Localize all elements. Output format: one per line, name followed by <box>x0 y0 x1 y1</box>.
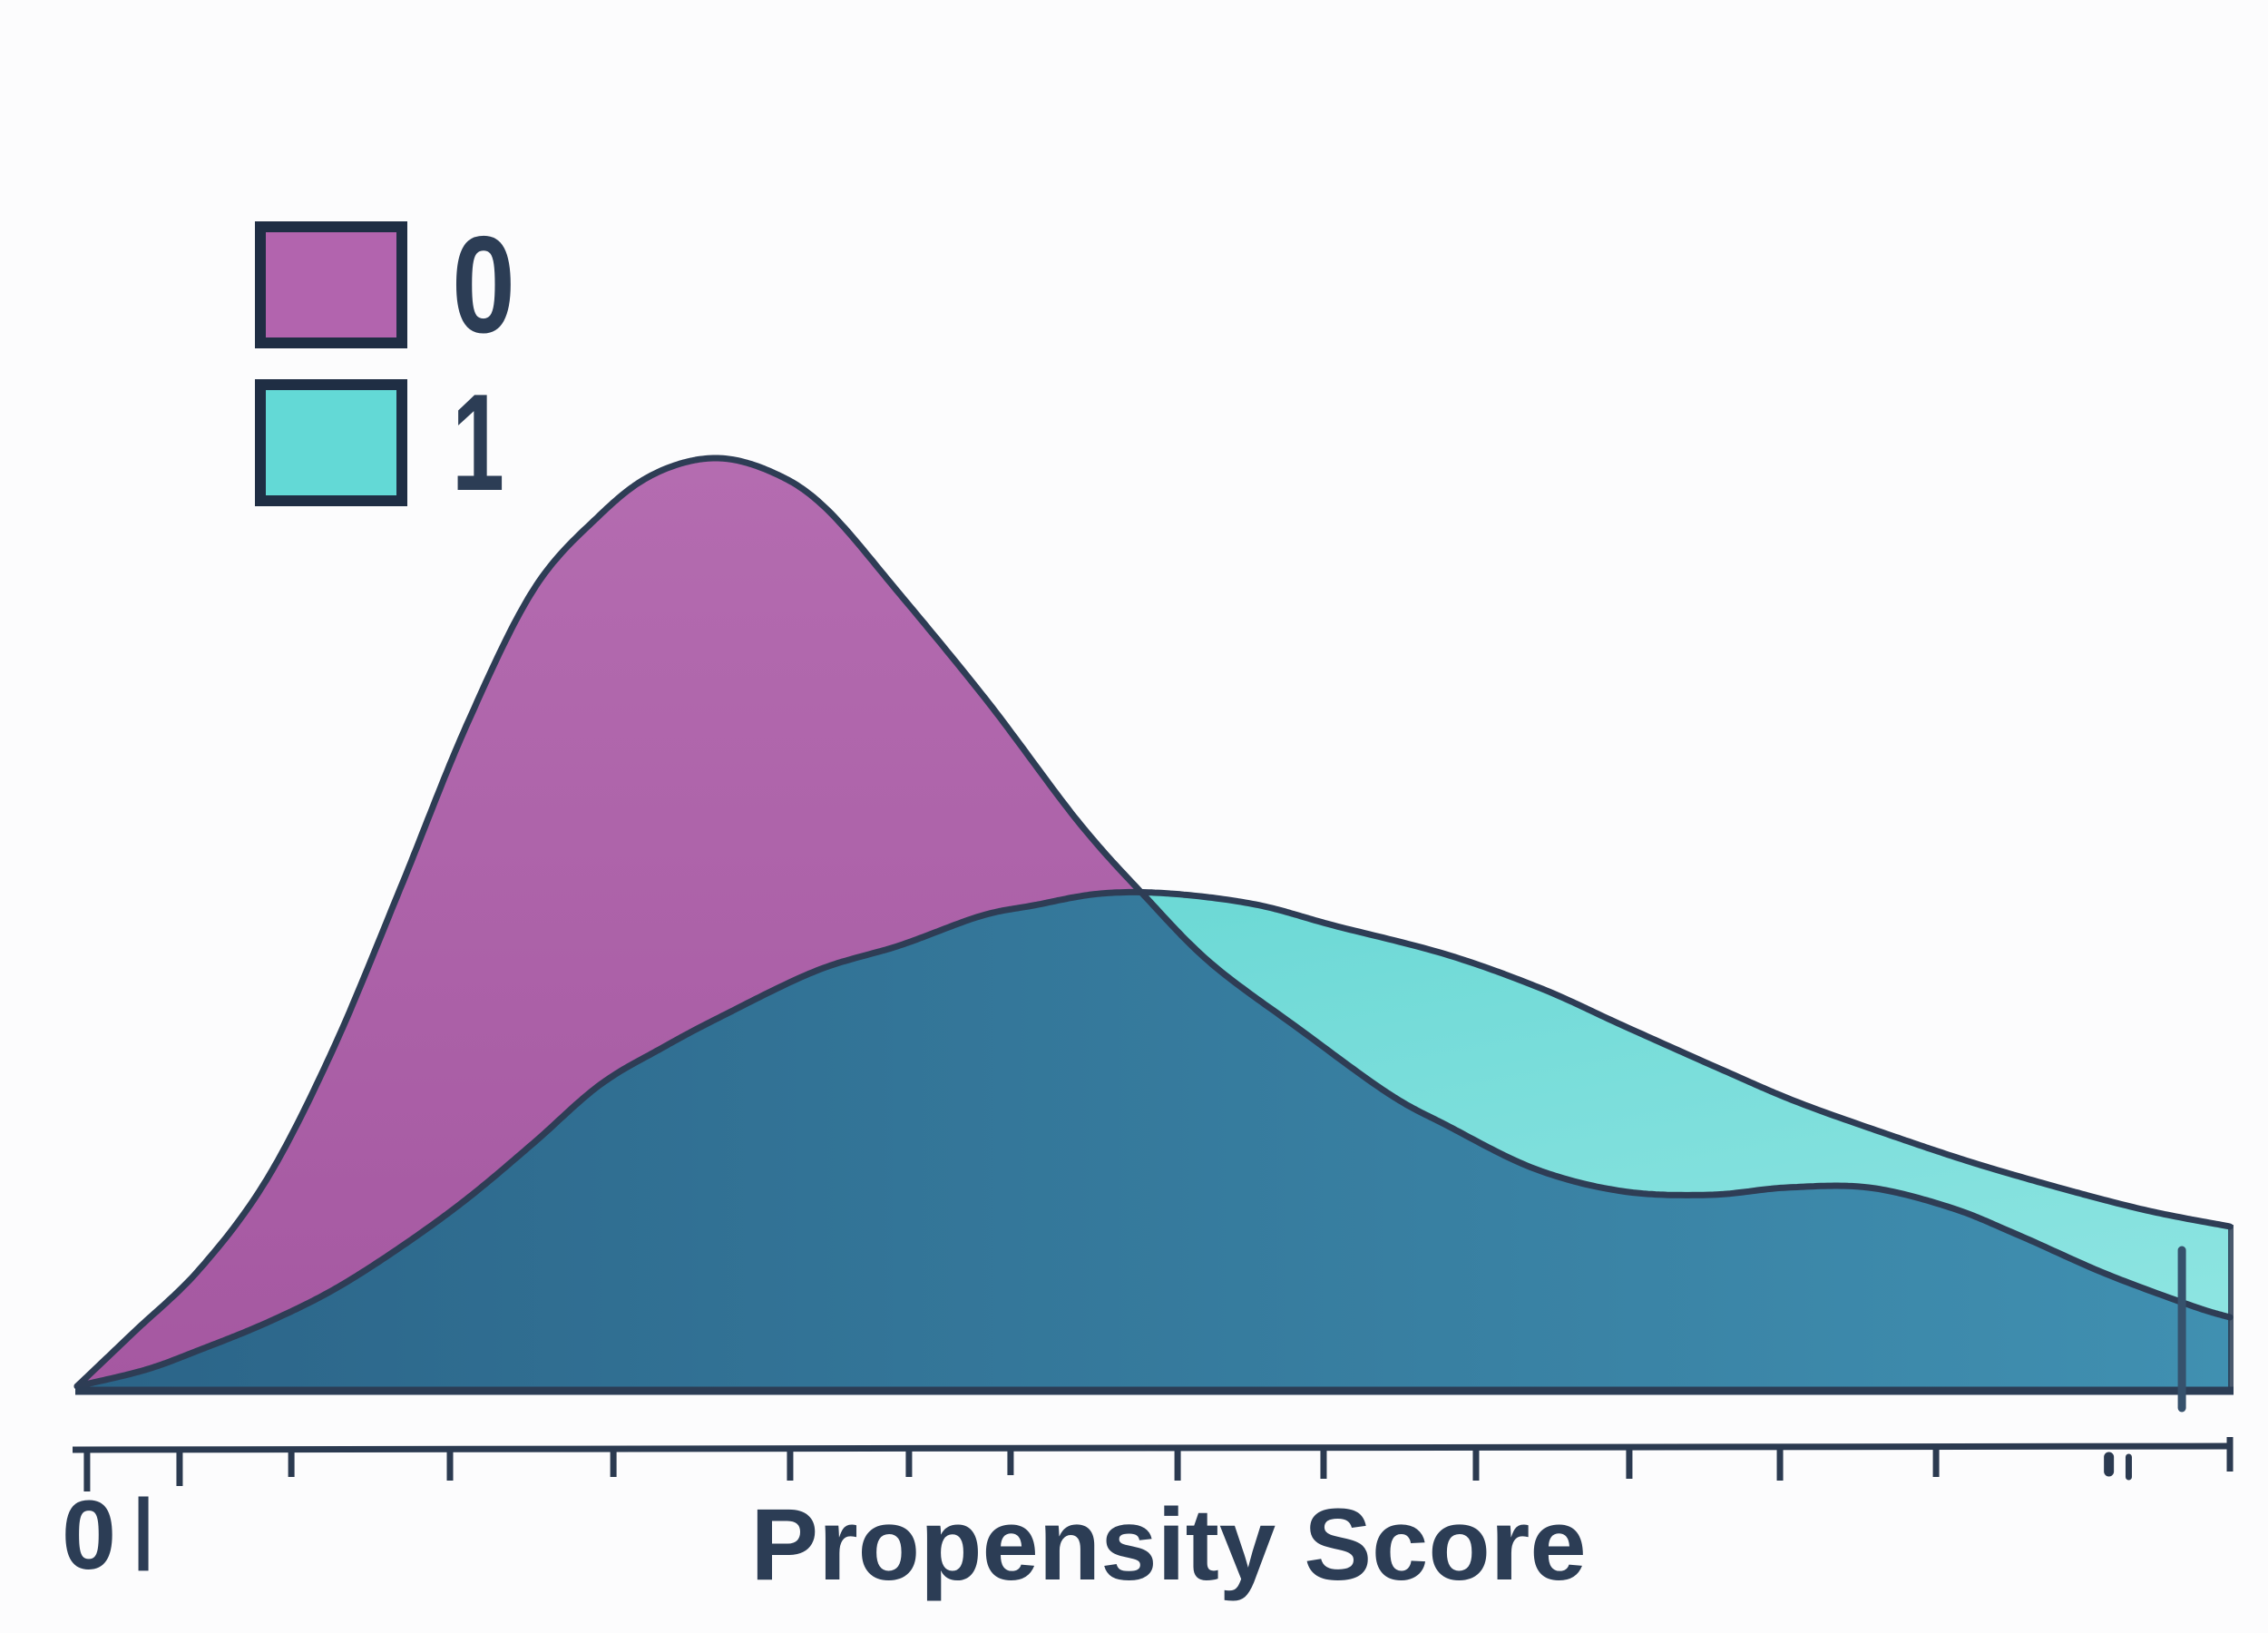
density-areas <box>77 458 2230 1391</box>
legend-swatch-group-1 <box>255 379 407 506</box>
legend-label-group-1: 1 <box>452 366 504 520</box>
x-axis-title: Propensity Score <box>750 1488 1586 1601</box>
x-tick-label-zero: 0 <box>62 1480 116 1589</box>
x-axis-spine <box>72 1442 2231 1453</box>
x-tick-label-bar: | <box>132 1483 154 1570</box>
density-area-overlap <box>77 892 2230 1391</box>
legend: 0 1 <box>255 208 515 520</box>
density-curve-group-0 <box>73 455 2234 1390</box>
density-curve-group-1 <box>73 888 2234 1390</box>
x-axis-ticks <box>83 1437 2234 1491</box>
x-axis <box>72 1437 2234 1491</box>
legend-label-group-0: 0 <box>452 208 515 362</box>
legend-swatch-group-0 <box>255 221 407 348</box>
